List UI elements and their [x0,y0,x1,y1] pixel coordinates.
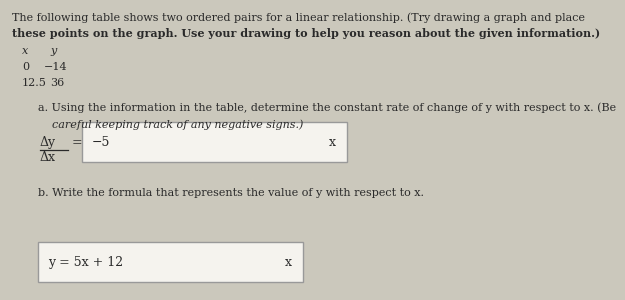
Text: x: x [329,136,336,149]
Text: x: x [22,46,28,56]
Text: x: x [285,256,292,269]
Text: y: y [50,46,56,56]
Text: b. Write the formula that represents the value of y with respect to x.: b. Write the formula that represents the… [38,188,424,198]
Text: these points on the graph. Use your drawing to help you reason about the given i: these points on the graph. Use your draw… [12,28,600,39]
FancyBboxPatch shape [82,122,347,162]
Text: 0: 0 [22,62,29,72]
Text: The following table shows two ordered pairs for a linear relationship. (Try draw: The following table shows two ordered pa… [12,12,585,22]
Text: −5: −5 [92,136,111,149]
Text: y = 5x + 12: y = 5x + 12 [48,256,123,269]
Text: −14: −14 [44,62,68,72]
FancyBboxPatch shape [38,242,303,282]
Text: Δy: Δy [40,136,56,149]
Text: Δx: Δx [40,151,56,164]
Text: careful keeping track of any negative signs.): careful keeping track of any negative si… [52,119,303,130]
Text: a. Using the information in the table, determine the constant rate of change of : a. Using the information in the table, d… [38,102,616,112]
Text: 36: 36 [50,78,64,88]
Text: =: = [72,136,82,149]
Text: 12.5: 12.5 [22,78,47,88]
